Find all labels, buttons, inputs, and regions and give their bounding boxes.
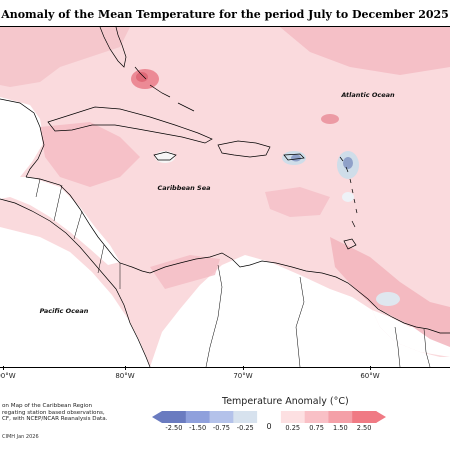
lon-tick-70w [243, 366, 244, 370]
warm-patch-east-caribbean [265, 187, 330, 217]
lon-label-60w: 60°W [360, 372, 380, 380]
scale-arrow-low [152, 411, 162, 423]
scale-swatch [352, 411, 377, 423]
caribbean-sea-label: Caribbean Sea [157, 184, 210, 192]
scale-tick-label: 1.50 [332, 424, 348, 432]
guiana-interior-nodata [372, 310, 450, 357]
pacific-ocean-nodata [0, 227, 150, 367]
south-america-nodata [150, 255, 450, 367]
cool-patch-jamaica [155, 151, 175, 163]
scale-tick-label: 0.25 [285, 424, 301, 432]
warm-patch-gulf [0, 27, 130, 87]
central-america-interior [0, 177, 120, 265]
atlantic-ocean-label: Atlantic Ocean [340, 91, 395, 99]
scale-tick-label: 0 [266, 422, 272, 431]
anomaly-map: Atlantic Ocean Caribbean Sea Pacific Oce… [0, 26, 450, 368]
coastlines [0, 27, 450, 367]
scale-swatch [257, 411, 282, 423]
cold-core-guadeloupe [343, 157, 353, 169]
warm-patch-west-caribbean [40, 122, 140, 187]
map-footnote: on Map of the Caribbean Region regating … [2, 403, 107, 423]
scale-swatch [185, 411, 211, 423]
scale-swatch [304, 411, 329, 423]
scale-tick-label: 0.75 [309, 424, 324, 432]
pacific-ocean-label: Pacific Ocean [40, 307, 89, 315]
footnote-line: on Map of the Caribbean Region [2, 403, 93, 409]
scale-tick-label: 2.50 [356, 424, 372, 432]
scale-swatch [162, 411, 187, 423]
scale-tick-label: -0.25 [236, 424, 254, 432]
cool-patch-venezuela [376, 292, 400, 306]
scale-swatch [209, 411, 234, 423]
cool-patch-trinidad [342, 192, 354, 202]
scale-tick-label: -0.75 [212, 424, 230, 432]
hot-patch-bahamas-core [136, 72, 148, 82]
lon-tick-90w [3, 366, 4, 370]
scale-swatch [233, 411, 258, 423]
lon-tick-60w [370, 366, 371, 370]
credit-text: CIMH Jan 2026 [2, 434, 39, 440]
color-scale-bar [152, 411, 386, 423]
lon-label-90w: 90°W [0, 372, 16, 380]
lon-label-80w: 80°W [115, 372, 135, 380]
lon-tick-80w [125, 366, 126, 370]
scale-arrow-high [376, 411, 386, 423]
warm-patch-north-atlantic [280, 27, 450, 75]
footnote-line: regating station based observations, [2, 409, 105, 416]
hot-patch-atlantic [321, 114, 339, 124]
legend-title: Temperature Anomaly (°C) [222, 396, 349, 407]
cold-core-puerto-rico [291, 154, 301, 162]
lon-label-70w: 70°W [233, 372, 253, 380]
map-canvas: Atlantic Ocean Caribbean Sea Pacific Oce… [0, 27, 450, 367]
warm-patch-southeast [330, 237, 450, 347]
yucatan-nodata [0, 97, 44, 177]
warm-patch-colombia [150, 255, 220, 289]
scale-tick-label: -2.50 [165, 424, 183, 432]
scale-swatch [328, 411, 353, 423]
scale-swatch [280, 411, 306, 423]
footnote-line: CF, with NCEP/NCAR Reanalysis Data. [2, 416, 108, 423]
scale-tick-label: -1.50 [189, 424, 207, 432]
map-title: Anomaly of the Mean Temperature for the … [1, 8, 449, 21]
